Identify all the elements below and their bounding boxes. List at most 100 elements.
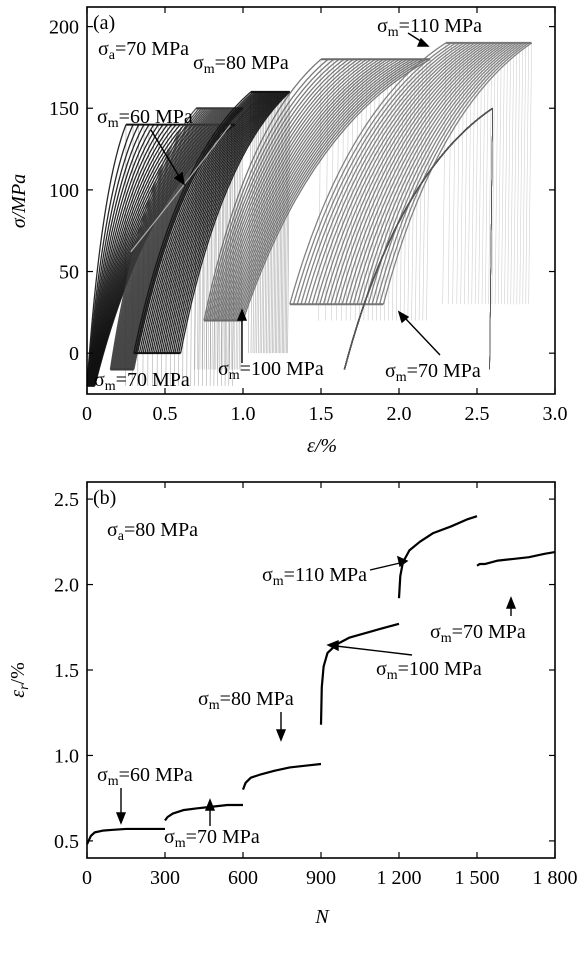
hysteresis-loop: [151, 91, 270, 354]
hysteresis-loop: [136, 91, 256, 354]
loop-unload: [489, 108, 493, 370]
loop-unload: [489, 108, 493, 370]
hysteresis-loop: [116, 107, 213, 370]
panel-b-y-axis-label: εr/%: [7, 662, 32, 698]
hysteresis-loop: [234, 58, 412, 321]
strain-curve-1: [164, 803, 243, 822]
loop-unload: [489, 108, 493, 370]
hysteresis-loop: [330, 42, 489, 305]
x-tick-label: 0.5: [153, 403, 178, 425]
loop-unload: [318, 59, 322, 321]
hysteresis-loop: [155, 91, 273, 354]
hysteresis-loop: [292, 42, 452, 305]
hysteresis-loop: [126, 107, 233, 370]
hysteresis-loop: [382, 42, 532, 305]
hysteresis-loop: [360, 42, 515, 305]
x-tick-label: 1.5: [309, 403, 334, 425]
loop-unload: [519, 42, 524, 305]
loop-unload: [217, 124, 221, 386]
hysteresis-loop: [144, 91, 263, 354]
hysteresis-loop: [127, 107, 234, 370]
y-tick-label: 200: [49, 17, 79, 39]
hysteresis-loop: [218, 58, 372, 321]
y-tick-label: 2.5: [54, 489, 79, 511]
loop-unload: [516, 42, 521, 305]
loop-unload: [489, 108, 493, 370]
hysteresis-loop: [345, 42, 502, 305]
hysteresis-loop: [337, 42, 496, 305]
hysteresis-loop: [174, 91, 287, 354]
x-tick-label: 0: [82, 403, 92, 425]
hysteresis-loop: [140, 91, 260, 354]
strain-curve-2: [241, 762, 322, 791]
loop-unload: [489, 108, 493, 370]
loop-unload: [407, 59, 412, 321]
panel-a-amplitude-label: σa=70 MPa: [98, 38, 189, 63]
loop-unload: [507, 42, 511, 305]
annotation-sigma-m-110: σm=110 MPa: [377, 15, 482, 40]
hysteresis-loop: [229, 58, 401, 321]
loop-unload: [489, 108, 493, 370]
hysteresis-loop: [148, 91, 267, 354]
hysteresis-loop: [168, 91, 283, 354]
loop-unload: [494, 42, 499, 305]
hysteresis-loop: [236, 58, 416, 321]
hysteresis-loop: [349, 42, 505, 305]
hysteresis-loop: [304, 42, 465, 305]
loop-unload: [418, 59, 424, 321]
hysteresis-loop: [123, 107, 227, 370]
loop-unload: [513, 42, 518, 305]
hysteresis-loop: [125, 107, 231, 370]
hysteresis-loop: [289, 42, 447, 305]
hysteresis-loop: [319, 42, 479, 305]
panel-b-ticks: 0 300 600 900 1 200 1 500 1 800 0.5 1.0 1.5 2.0 2.5: [54, 482, 578, 889]
hysteresis-loop: [371, 42, 524, 305]
loop-unload: [350, 59, 354, 321]
loop-unload: [489, 108, 493, 370]
y-tick-label: 0: [69, 343, 79, 365]
hysteresis-loop: [212, 58, 354, 321]
hysteresis-loop: [379, 42, 530, 305]
loop-unload: [504, 42, 508, 305]
hysteresis-loop: [88, 124, 159, 386]
hysteresis-loop: [222, 58, 380, 321]
hysteresis-loop: [242, 58, 431, 321]
loop-unload: [488, 42, 493, 305]
loop-unload: [522, 42, 527, 305]
hysteresis-loop: [296, 42, 457, 305]
hysteresis-loop: [166, 91, 281, 354]
panel-a-y-axis-label: σ/MPa: [8, 174, 30, 228]
hysteresis-loop: [239, 58, 424, 321]
strain-curve-0: [85, 827, 165, 845]
hysteresis-loop: [334, 42, 493, 305]
x-tick-label: 300: [150, 867, 180, 889]
panel-a-label: (a): [93, 12, 115, 34]
hysteresis-loop: [220, 58, 376, 321]
annotation-b-sigma-m-80: σm=80 MPa: [198, 688, 294, 713]
annotation-sigma-m-100: σm=100 MPa: [218, 358, 324, 383]
loop-band-sigma110: [289, 41, 532, 306]
hysteresis-loop: [88, 124, 164, 386]
annotation-b-sigma-m-70-last: σm=70 MPa: [430, 621, 526, 646]
hysteresis-loop: [233, 58, 408, 321]
loop-unload: [489, 108, 493, 370]
loop-unload: [489, 108, 493, 370]
y-tick-label: 150: [49, 98, 79, 120]
loop-unload: [258, 91, 262, 354]
loop-unload: [422, 59, 427, 321]
hysteresis-loop: [133, 91, 252, 354]
hysteresis-loop: [228, 58, 397, 321]
hysteresis-loop: [223, 58, 384, 321]
loop-unload: [510, 42, 515, 305]
loop-unload: [491, 42, 496, 305]
annotation-sigma-m-70-first: σm=70 MPa: [94, 369, 190, 394]
loop-unload: [489, 108, 493, 370]
x-tick-label: 600: [228, 867, 258, 889]
loop-unload: [489, 108, 493, 370]
y-tick-label: 100: [49, 180, 79, 202]
hysteresis-loop: [150, 91, 268, 354]
hysteresis-loop: [172, 91, 285, 354]
loop-unload: [426, 59, 431, 321]
hysteresis-loop: [87, 124, 145, 386]
hysteresis-loop: [120, 107, 222, 370]
